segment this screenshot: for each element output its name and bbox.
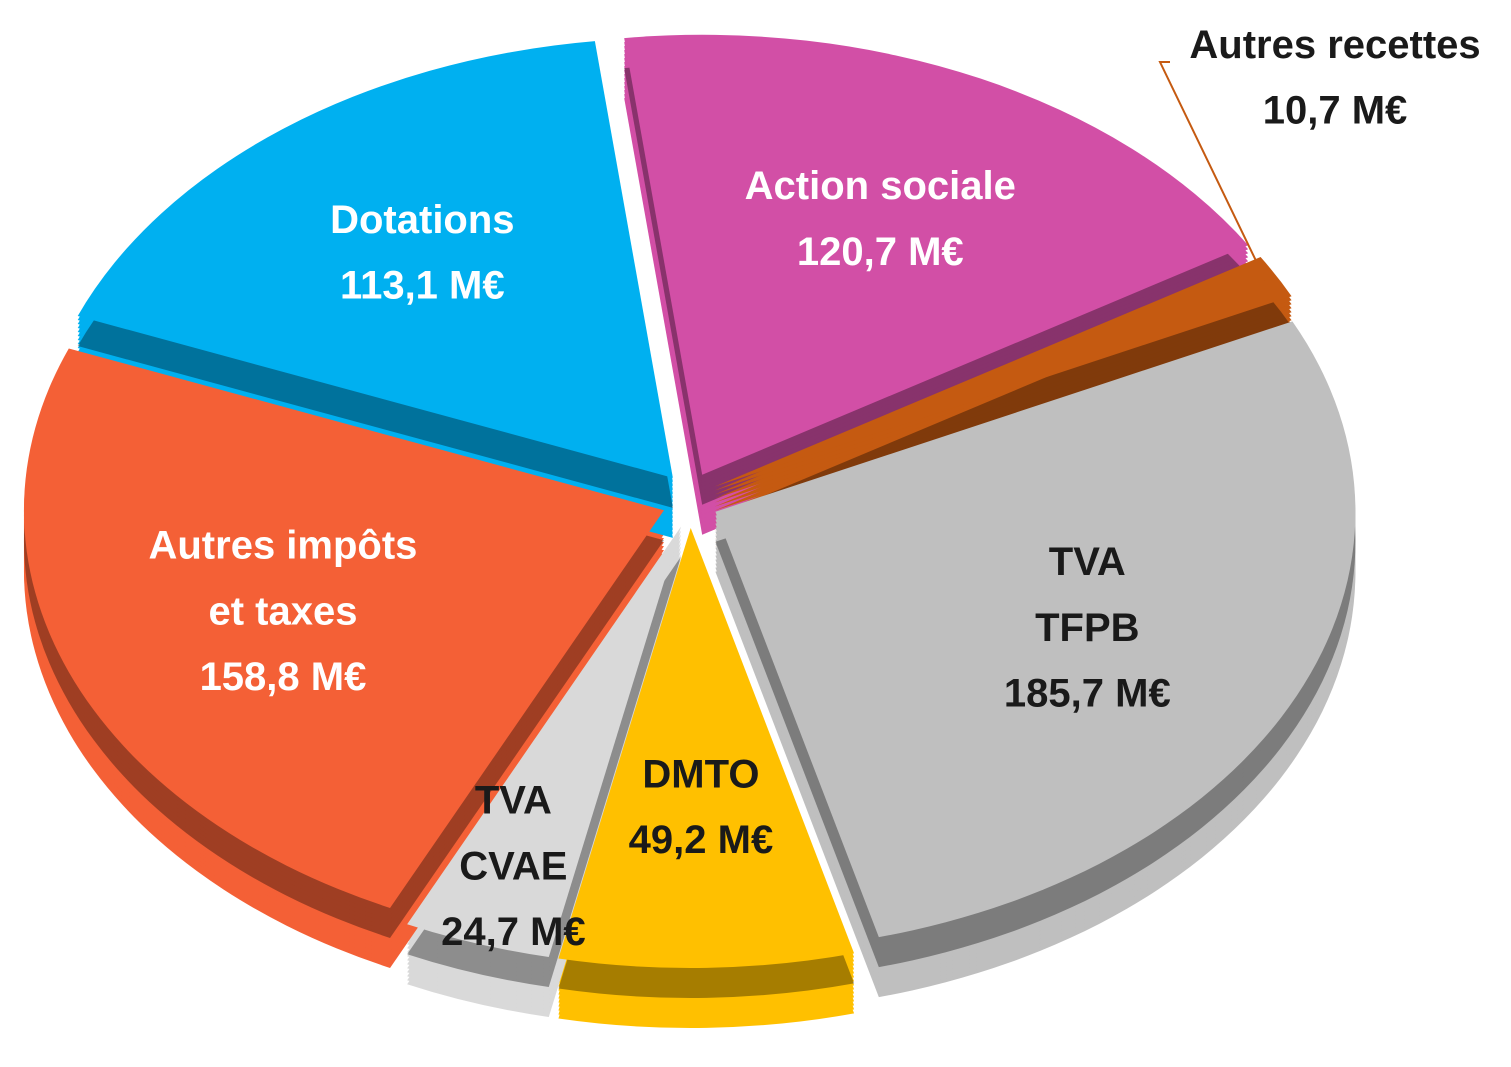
label-line: TVA — [475, 778, 552, 822]
label-line: Action sociale — [745, 164, 1016, 208]
slice-tops — [23, 34, 1356, 968]
slice-label: TVA TFPB — [1035, 539, 1139, 649]
slice-label: Autres impôts et taxes — [148, 523, 417, 633]
slice — [23, 348, 664, 908]
label-line: DMTO — [642, 752, 759, 796]
value-label: 158,8 M€ — [200, 655, 367, 699]
slice-label: Dotations — [330, 198, 514, 242]
label-line: Autres impôts — [148, 523, 417, 567]
slice — [407, 526, 682, 958]
value-label: 24,7 M€ — [441, 910, 586, 954]
slice — [715, 321, 1356, 938]
slice-label: DMTO — [642, 752, 759, 796]
label-line: TFPB — [1035, 605, 1139, 649]
label-line: Dotations — [330, 198, 514, 242]
value-label: 113,1 M€ — [340, 264, 505, 308]
slice-label: Autres recettes — [1189, 23, 1480, 67]
slice-side-shade — [714, 287, 1292, 517]
slice — [624, 34, 1249, 475]
slice — [77, 41, 673, 478]
label-line: et taxes — [208, 589, 357, 633]
slice — [558, 527, 855, 968]
slice-label: TVA CVAE — [459, 778, 567, 888]
label-line: CVAE — [459, 844, 567, 888]
value-label: 120,7 M€ — [797, 230, 964, 274]
leader-line — [1158, 61, 1267, 281]
label-line: TVA — [1049, 539, 1126, 583]
slice — [714, 257, 1292, 487]
value-label: 49,2 M€ — [629, 818, 774, 862]
slice-label: Action sociale — [745, 164, 1016, 208]
value-label: 185,7 M€ — [1004, 671, 1171, 715]
label-line: Autres recettes — [1189, 23, 1480, 67]
value-label: 10,7 M€ — [1263, 89, 1408, 133]
